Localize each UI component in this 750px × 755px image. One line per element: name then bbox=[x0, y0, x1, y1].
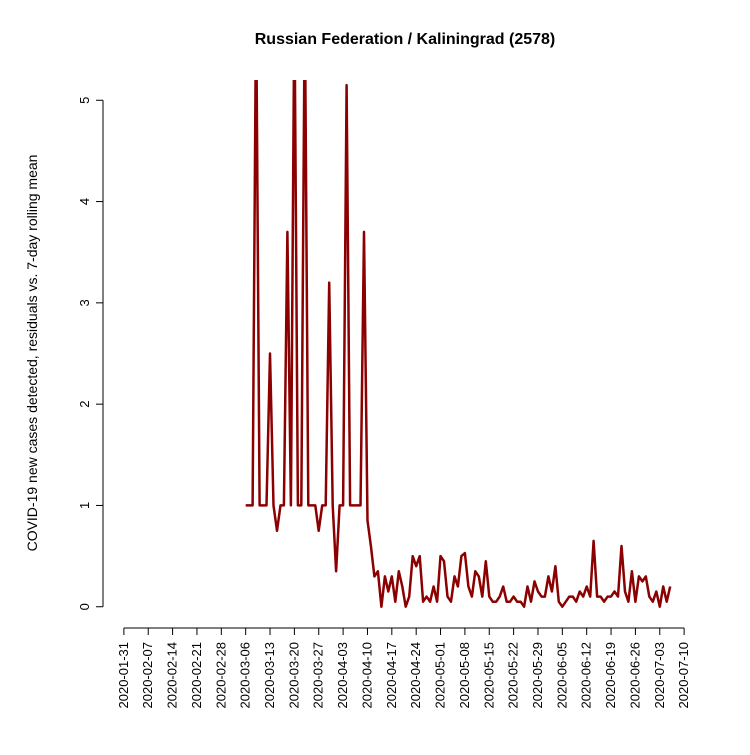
x-tick-label: 2020-04-10 bbox=[359, 642, 374, 709]
x-tick-label: 2020-05-29 bbox=[530, 642, 545, 709]
x-tick-label: 2020-04-03 bbox=[335, 642, 350, 709]
y-tick-label: 0 bbox=[77, 603, 92, 610]
y-tick-label: 5 bbox=[77, 97, 92, 104]
y-tick-label: 2 bbox=[77, 401, 92, 408]
x-tick-label: 2020-02-14 bbox=[165, 642, 180, 709]
x-tick-label: 2020-06-12 bbox=[579, 642, 594, 709]
x-tick-label: 2020-05-22 bbox=[506, 642, 521, 709]
x-tick-label: 2020-07-10 bbox=[676, 642, 691, 709]
series-halo bbox=[245, 80, 673, 610]
chart-title: Russian Federation / Kaliningrad (2578) bbox=[255, 31, 556, 48]
x-tick-label: 2020-05-08 bbox=[457, 642, 472, 709]
x-tick-label: 2020-06-19 bbox=[603, 642, 618, 709]
x-tick-label: 2020-03-06 bbox=[238, 642, 253, 709]
x-tick-label: 2020-06-26 bbox=[627, 642, 642, 709]
x-tick-label: 2020-02-07 bbox=[140, 642, 155, 709]
x-tick-label: 2020-03-20 bbox=[286, 642, 301, 709]
y-axis-label: COVID-19 new cases detected, residuals v… bbox=[24, 155, 40, 552]
x-tick-label: 2020-06-05 bbox=[554, 642, 569, 709]
plot-area bbox=[245, 80, 673, 610]
x-tick-label: 2020-07-03 bbox=[652, 642, 667, 709]
x-tick-label: 2020-01-31 bbox=[116, 642, 131, 709]
series-line bbox=[245, 80, 672, 608]
x-tick-label: 2020-05-15 bbox=[481, 642, 496, 709]
y-tick-label: 1 bbox=[77, 502, 92, 509]
x-tick-label: 2020-03-13 bbox=[262, 642, 277, 709]
x-tick-label: 2020-05-01 bbox=[433, 642, 448, 709]
y-tick-label: 3 bbox=[77, 299, 92, 306]
y-tick-label: 4 bbox=[77, 198, 92, 205]
x-tick-label: 2020-04-24 bbox=[408, 642, 423, 709]
x-tick-label: 2020-04-17 bbox=[384, 642, 399, 709]
x-tick-label: 2020-02-21 bbox=[189, 642, 204, 709]
x-tick-label: 2020-02-28 bbox=[213, 642, 228, 709]
x-tick-label: 2020-03-27 bbox=[311, 642, 326, 709]
